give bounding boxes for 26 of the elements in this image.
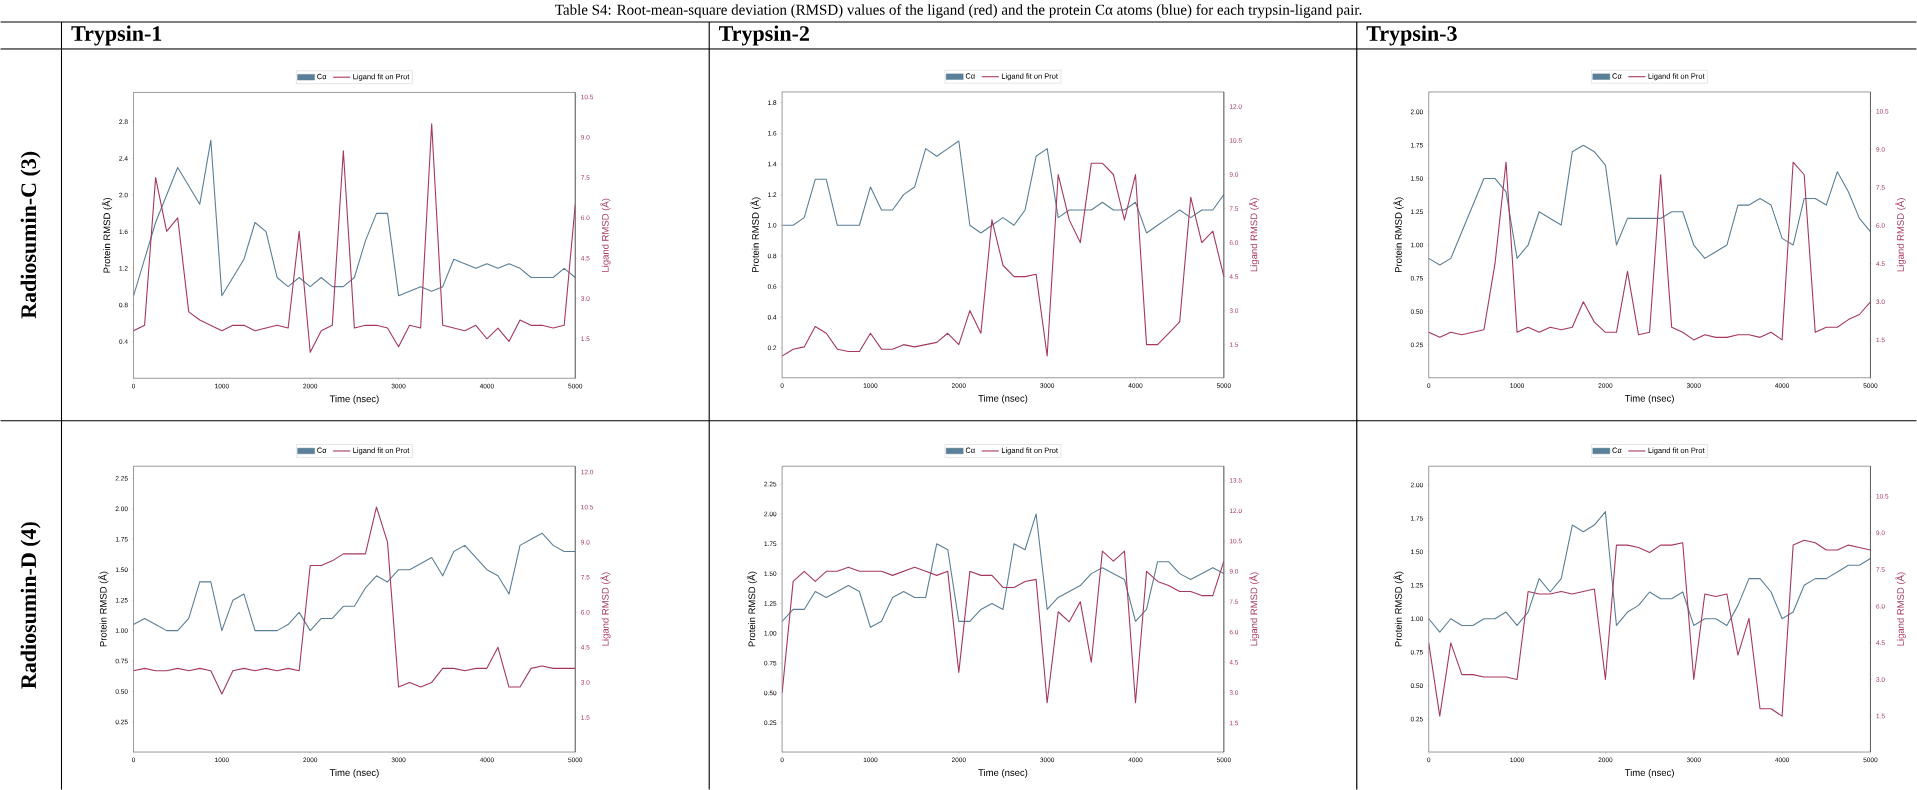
line-series [1428, 511, 1871, 633]
text: Radiosumin-D (4) [20, 522, 41, 689]
y-axis-title: Protein RMSD (Å) [1393, 197, 1404, 272]
x-axis-title: Time (nsec) [978, 768, 1028, 778]
x-axis-title: Time (nsec) [978, 394, 1028, 404]
x-axis-title: Time (nsec) [329, 395, 379, 405]
caption: Table S4: Root-mean-square deviation (RMSD) values of the ligand (red) and the protein Cα atoms (blue) for each trypsin-ligand pair. [555, 4, 1362, 18]
y-axis-title: Protein RMSD (Å) [98, 571, 109, 647]
chart-title: Trypsin-1 [71, 25, 162, 46]
y2-axis-title: Ligand RMSD (Å) [1895, 572, 1906, 646]
y2-axis-title: Ligand RMSD (Å) [1248, 572, 1260, 646]
y-axis-title: Protein RMSD (Å) [750, 197, 761, 272]
y2-axis-title: Ligand RMSD (Å) [1895, 198, 1906, 272]
y-axis-title: Protein RMSD (Å) [101, 197, 113, 273]
x-axis-title: Time (nsec) [329, 768, 379, 778]
x-axis-title: Time (nsec) [1624, 394, 1674, 404]
line-series [782, 162, 1224, 357]
y-axis-title: Protein RMSD (Å) [1393, 571, 1404, 647]
chart-title: Trypsin-2 [719, 25, 809, 46]
y2-axis-title: Ligand RMSD (Å) [600, 198, 611, 272]
y-axis-title: Protein RMSD (Å) [746, 571, 758, 647]
chart-title: Trypsin-3 [1366, 25, 1457, 46]
y2-axis-title: Ligand RMSD (Å) [1248, 198, 1260, 272]
text: Radiosumin-C (3) [20, 151, 41, 319]
y2-axis-title: Ligand RMSD (Å) [600, 572, 611, 646]
x-axis-title: Time (nsec) [1624, 768, 1674, 778]
